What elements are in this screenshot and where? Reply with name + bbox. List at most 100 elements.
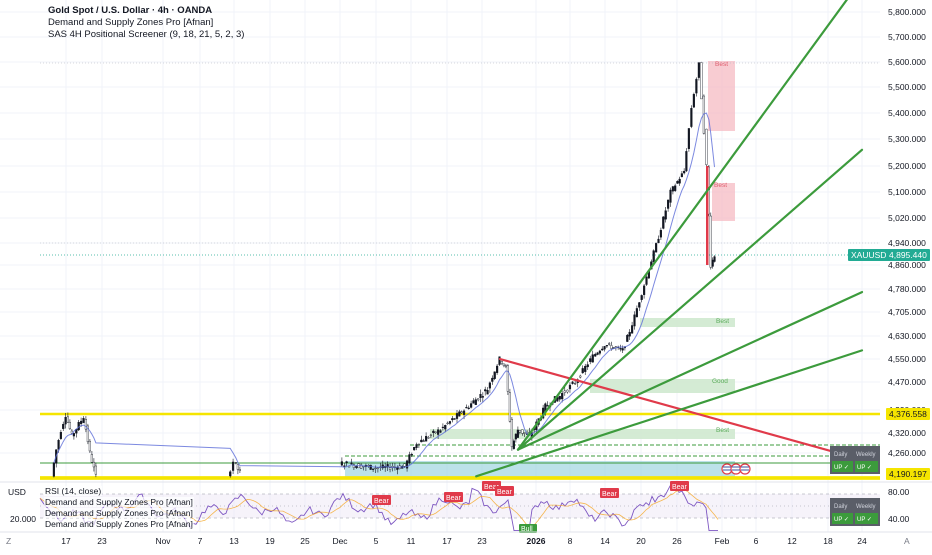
screener-rsi-weekly: Weekly xyxy=(856,504,876,510)
y-tick-label: 4,320.000 xyxy=(888,428,926,438)
candle xyxy=(521,429,524,434)
candle xyxy=(589,358,592,362)
candle xyxy=(446,422,449,425)
bear-tag-label: Bear xyxy=(497,489,512,496)
candle xyxy=(594,353,597,357)
candle xyxy=(713,256,716,262)
level-low-tag: 4,190.197 xyxy=(886,468,930,480)
screener-main-weekly: Weekly xyxy=(856,452,876,458)
last-price-tag: 4,895.440 xyxy=(886,249,930,261)
candle xyxy=(596,352,599,355)
candle xyxy=(659,229,662,238)
candle xyxy=(640,295,643,300)
candle xyxy=(680,173,683,178)
bear-tag-label: Bear xyxy=(484,484,499,491)
bear-tag-label: Bear xyxy=(374,498,389,505)
screener-table-rsi: Daily Weekly UP ✓ UP ✓ xyxy=(830,498,880,526)
indicator-label-screener[interactable]: SAS 4H Positional Screener (9, 18, 21, 5… xyxy=(48,29,245,40)
x-tick-label: 19 xyxy=(265,536,275,546)
candle xyxy=(638,302,641,308)
screener-main-daily: Daily xyxy=(834,452,847,458)
candle xyxy=(571,381,574,384)
candle xyxy=(403,463,406,467)
candle xyxy=(581,368,584,374)
candle xyxy=(674,185,677,191)
candle xyxy=(396,467,399,470)
candle xyxy=(84,419,87,430)
candle xyxy=(510,418,513,447)
candle xyxy=(678,178,681,184)
candle xyxy=(79,420,83,425)
candle xyxy=(619,348,622,350)
timezone-button[interactable]: Z xyxy=(6,536,12,546)
candle xyxy=(350,462,353,465)
candle xyxy=(408,454,411,464)
x-axis: 17 23 Nov 7 13 19 25 Dec 5 11 17 23 2026 8 14 20 26 Feb 6 1… xyxy=(61,536,867,546)
bear-tag xyxy=(600,488,619,498)
candle xyxy=(610,345,613,349)
zone-labels: Best Best Best Good Best xyxy=(712,61,729,434)
x-tick-label: 25 xyxy=(300,536,310,546)
moving-average-line xyxy=(53,112,715,468)
trend-line-green[interactable] xyxy=(516,290,864,451)
y-tick-label: 4,860.000 xyxy=(888,260,926,270)
trend-line-green[interactable] xyxy=(516,0,851,451)
candle-drop xyxy=(706,166,709,265)
candle xyxy=(488,382,491,389)
bull-tag-label: Bull xyxy=(521,526,533,533)
y-tick-label: 5,400.000 xyxy=(888,108,926,118)
candle xyxy=(340,461,343,466)
candle xyxy=(437,429,440,435)
trend-line-green[interactable] xyxy=(475,349,864,478)
y-tick-label: 5,300.000 xyxy=(888,134,926,144)
y-tick-label: 5,020.000 xyxy=(888,213,926,223)
price-candles xyxy=(52,61,716,478)
candle xyxy=(496,365,499,373)
candle xyxy=(470,403,473,408)
us-flag-icon xyxy=(739,463,751,475)
x-tick-label: 24 xyxy=(857,536,867,546)
candle xyxy=(601,348,604,351)
candle xyxy=(508,392,511,422)
candle xyxy=(432,430,435,433)
y-tick-label: 5,200.000 xyxy=(888,161,926,171)
dsz-lower-label-3[interactable]: Demand and Supply Zones Pro [Afnan] xyxy=(44,519,194,529)
candle xyxy=(655,243,658,253)
us-flag-icon-stripes xyxy=(723,466,749,471)
y-tick-label: 4,550.000 xyxy=(888,354,926,364)
screener-main-up-daily: UP ✓ xyxy=(834,465,849,471)
candle xyxy=(566,389,569,393)
candle xyxy=(422,440,425,442)
candle xyxy=(514,433,517,440)
trend-line-green[interactable] xyxy=(516,148,864,451)
auto-scale-button[interactable]: A xyxy=(904,536,910,546)
x-tick-label: 17 xyxy=(61,536,71,546)
indicator-label-dsz[interactable]: Demand and Supply Zones Pro [Afnan] xyxy=(48,17,214,28)
candle xyxy=(355,465,358,468)
candle xyxy=(546,405,549,407)
candle xyxy=(697,62,700,78)
bull-tag xyxy=(519,524,537,533)
candle xyxy=(584,365,587,372)
candle xyxy=(229,471,232,477)
y-tick-label: 5,800.000 xyxy=(888,7,926,17)
candle xyxy=(598,350,601,354)
zone-label-best-mid: Best xyxy=(714,182,727,189)
y-tick-label: 5,600.000 xyxy=(888,57,926,67)
dsz-lower-label-2[interactable]: Demand and Supply Zones Pro [Afnan] xyxy=(44,508,194,518)
candle xyxy=(234,462,237,464)
x-tick-label: Feb xyxy=(715,536,730,546)
demand-zone-1 xyxy=(640,318,735,327)
candle xyxy=(498,356,501,365)
candle xyxy=(444,425,447,430)
candle xyxy=(652,250,655,263)
zone-label-best-top: Best xyxy=(715,61,728,68)
x-tick-label: 12 xyxy=(787,536,797,546)
candle xyxy=(591,354,594,363)
x-tick-label: 8 xyxy=(568,536,573,546)
candle xyxy=(236,464,239,470)
rsi-label[interactable]: RSI (14, close) xyxy=(44,486,103,496)
candle xyxy=(479,394,482,399)
dsz-lower-label-1[interactable]: Demand and Supply Zones Pro [Afnan] xyxy=(44,497,194,507)
candle xyxy=(72,433,75,437)
